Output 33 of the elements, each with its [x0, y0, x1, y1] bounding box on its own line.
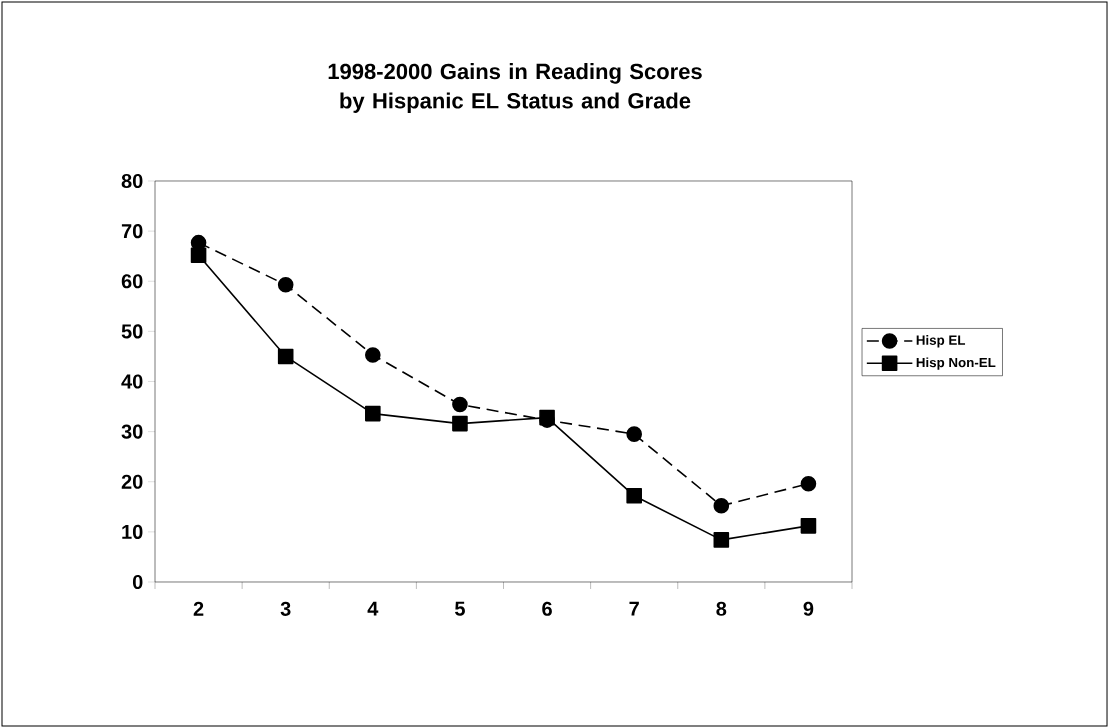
point — [713, 498, 730, 514]
y-tick-label: 70 — [121, 224, 143, 239]
legend-label: Hisp Non-EL — [916, 357, 996, 370]
y-tick-label: 60 — [121, 274, 143, 289]
point — [452, 415, 468, 432]
point — [277, 348, 294, 365]
x-tick-label: 8 — [716, 601, 727, 616]
x-tick-label: 4 — [367, 601, 379, 616]
y-tick-label: 30 — [121, 424, 143, 439]
y-tick-label: 80 — [121, 173, 143, 189]
y-tick-label: 0 — [132, 574, 143, 590]
y-tick-label: 20 — [121, 474, 143, 489]
y-tick-label: 10 — [122, 524, 143, 539]
point — [365, 347, 381, 363]
point — [190, 247, 207, 263]
point — [626, 487, 642, 504]
point — [800, 475, 817, 492]
x-tick-label: 7 — [629, 601, 639, 616]
point — [713, 532, 730, 548]
point — [277, 276, 294, 293]
point — [800, 518, 817, 534]
x-tick-label: 2 — [193, 601, 204, 616]
x-tick-label: 5 — [454, 601, 465, 616]
y-tick-label: 40 — [121, 374, 143, 389]
y-tick-label: 50 — [121, 324, 143, 339]
chart-title: 1998-2000 Gains in Reading Scores by Hispanic EL Status and Grade — [328, 63, 702, 113]
x-tick-label: 9 — [803, 601, 814, 616]
x-tick-label: 6 — [542, 601, 552, 616]
point — [452, 396, 468, 413]
x-tick-label: 3 — [280, 601, 291, 616]
legend-label: Hisp EL — [916, 335, 966, 348]
point — [626, 426, 642, 442]
point — [365, 405, 381, 422]
